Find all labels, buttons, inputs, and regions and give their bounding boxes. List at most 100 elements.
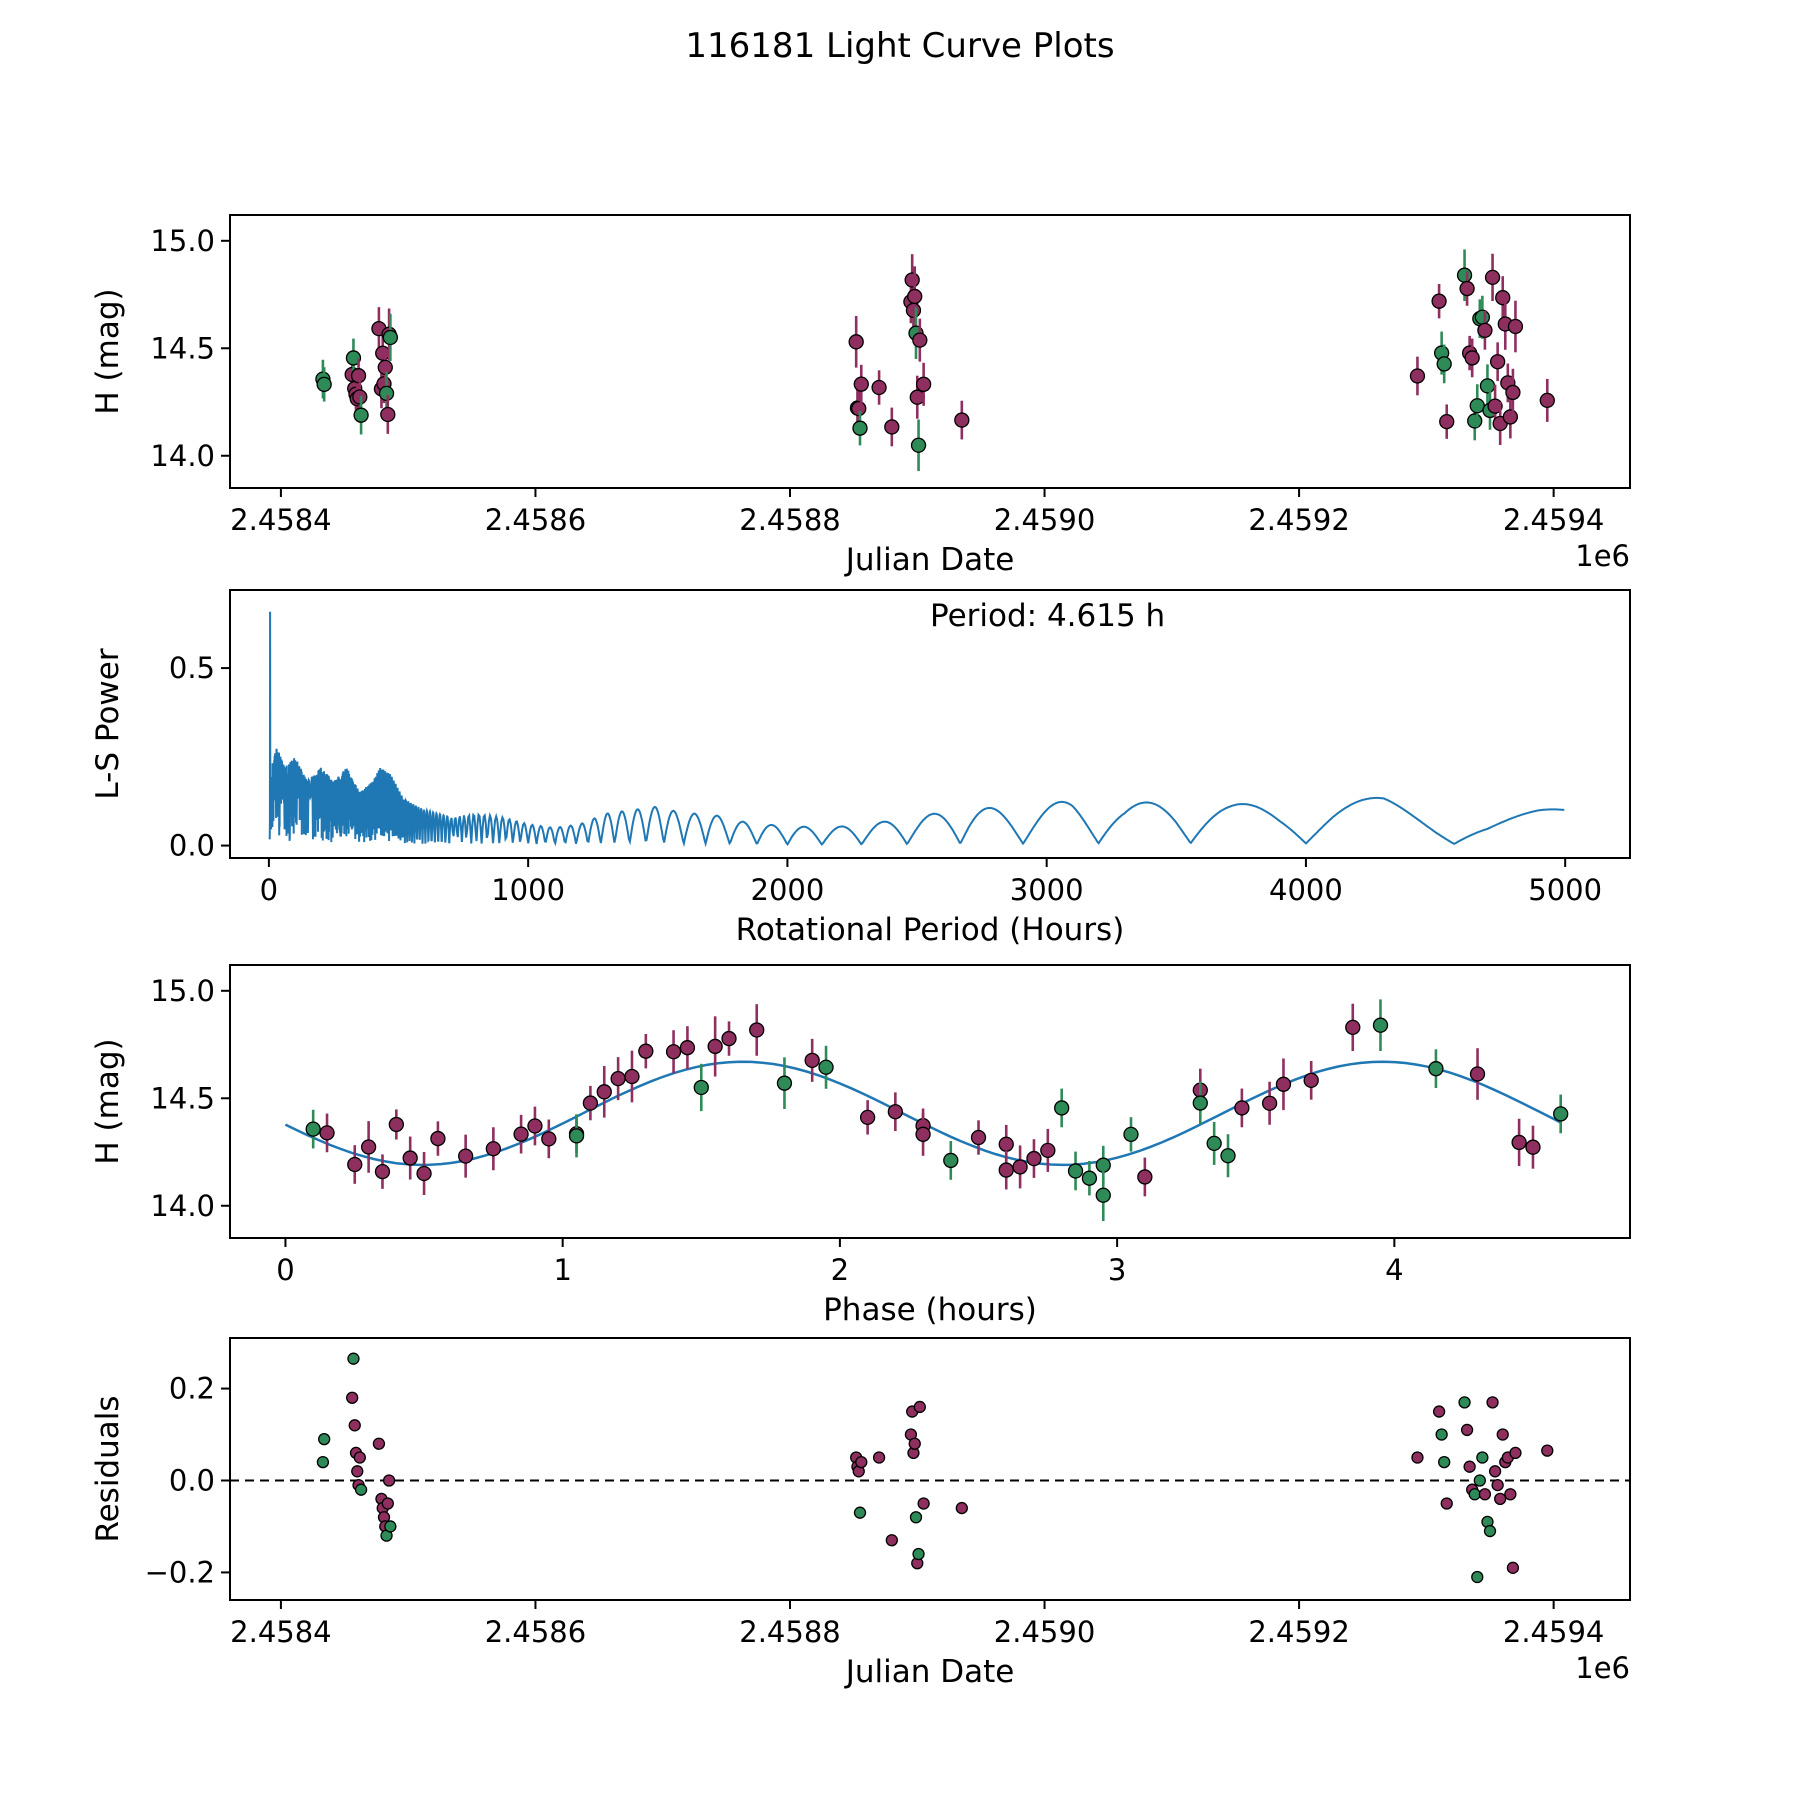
y-tick-label: 15.0: [150, 974, 215, 1008]
data-point: [1428, 1061, 1444, 1077]
data-point: [1483, 1524, 1497, 1538]
x-axis-label: Julian Date: [844, 1654, 1015, 1690]
data-point: [610, 1070, 626, 1087]
data-point: [1507, 318, 1524, 335]
y-tick-label: 0.5: [169, 651, 215, 685]
y-axis-label: H (mag): [90, 1038, 126, 1164]
data-point: [402, 1150, 418, 1166]
data-point: [319, 1125, 335, 1141]
x-tick-label: 2.4586: [485, 1615, 586, 1649]
data-point: [904, 272, 920, 288]
data-point: [1541, 1444, 1554, 1457]
data-point: [380, 406, 396, 423]
period-annotation: Period: 4.615 h: [930, 598, 1166, 634]
x-tick-label: 2.4592: [1248, 503, 1349, 537]
data-point: [954, 412, 970, 428]
data-point: [913, 1400, 926, 1414]
panel-periodogram: 0 1000 2000 3000 4000 5000 0.0 0.5 Rotational Pe…: [90, 589, 1631, 948]
data-point: [776, 1075, 793, 1091]
data-point: [1491, 1478, 1504, 1492]
data-point: [998, 1136, 1014, 1152]
x-tick-label: 2000: [751, 873, 825, 907]
x-tick-label: 2.4594: [1503, 1615, 1604, 1649]
x-tick-label: 3000: [1010, 873, 1084, 907]
x-tick-label: 2.4584: [230, 503, 331, 537]
data-point: [1234, 1100, 1250, 1116]
x-tick-label: 4000: [1269, 873, 1343, 907]
y-axis-label: L-S Power: [90, 648, 126, 799]
data-point: [1464, 350, 1480, 366]
data-point: [351, 1465, 364, 1478]
y-tick-label: −0.2: [145, 1555, 215, 1589]
data-point: [915, 1126, 931, 1142]
data-point: [1476, 1451, 1489, 1464]
data-point: [1467, 413, 1483, 429]
data-point: [1303, 1072, 1319, 1088]
data-point: [1436, 356, 1452, 372]
x-tick-label: 5000: [1528, 873, 1602, 907]
data-point: [1553, 1106, 1569, 1122]
data-point: [513, 1126, 529, 1142]
y-tick-label: 14.5: [150, 1081, 215, 1115]
data-point: [541, 1131, 557, 1147]
data-point: [872, 1451, 886, 1464]
data-point: [1431, 293, 1447, 309]
data-point: [1505, 384, 1521, 401]
y-tick-label: 0.0: [169, 1463, 215, 1497]
data-point: [1504, 1488, 1517, 1501]
data-point: [1261, 1095, 1278, 1111]
data-point: [374, 1163, 391, 1180]
x-tick-label: 2.4586: [485, 503, 586, 537]
data-point: [347, 1156, 363, 1173]
data-point: [568, 1128, 585, 1144]
data-point: [855, 1455, 868, 1469]
data-point: [1463, 1460, 1476, 1473]
data-point: [1468, 1488, 1481, 1501]
data-point: [679, 1040, 696, 1056]
data-point: [345, 350, 362, 366]
data-point: [955, 1501, 968, 1515]
y-axis-label: Residuals: [90, 1395, 126, 1542]
data-point: [693, 1079, 709, 1096]
data-point: [1469, 1066, 1486, 1082]
data-point: [1440, 1497, 1453, 1510]
data-point: [375, 345, 391, 361]
data-point: [749, 1022, 765, 1038]
data-point: [908, 1437, 921, 1450]
y-tick-label: 0.2: [169, 1372, 215, 1406]
data-point: [721, 1030, 737, 1047]
data-point: [998, 1162, 1014, 1178]
data-point: [1137, 1169, 1153, 1185]
data-point: [665, 1044, 682, 1060]
data-point: [416, 1165, 432, 1182]
x-tick-label: 2.4584: [230, 1615, 331, 1649]
data-point: [1081, 1170, 1098, 1186]
data-point: [912, 1547, 925, 1561]
data-point: [527, 1118, 543, 1134]
data-point: [382, 329, 399, 346]
x-tick-label: 1: [553, 1253, 571, 1287]
x-tick-label: 2.4588: [739, 1615, 840, 1649]
x-tick-label: 2.4588: [739, 503, 840, 537]
axis-frame: [229, 214, 1631, 489]
data-point: [1026, 1150, 1042, 1167]
data-point: [1502, 409, 1519, 425]
data-point: [1484, 269, 1501, 286]
panel-residuals: 2.4584 2.4586 2.4588 2.4590 2.4592 2.4594 −0.2…: [90, 1337, 1631, 1690]
data-point: [871, 379, 887, 396]
x-tick-label: 0: [276, 1253, 294, 1287]
data-point: [1479, 378, 1496, 394]
x-axis-offset-label: 1e6: [1575, 539, 1630, 573]
data-point: [346, 1391, 359, 1404]
data-point: [970, 1129, 987, 1146]
data-point: [887, 1104, 903, 1120]
y-tick-label: 14.0: [150, 439, 215, 473]
data-point: [1220, 1148, 1236, 1164]
panel-phase: 0 1 2 3 4 14.0 14.5 15.0 Phase (hours) H (mag): [90, 964, 1631, 1328]
data-point: [1456, 267, 1473, 283]
data-point: [1486, 1396, 1499, 1409]
data-point: [596, 1084, 612, 1100]
data-point: [354, 1483, 368, 1496]
data-point: [348, 1419, 361, 1432]
data-point: [1275, 1076, 1292, 1092]
